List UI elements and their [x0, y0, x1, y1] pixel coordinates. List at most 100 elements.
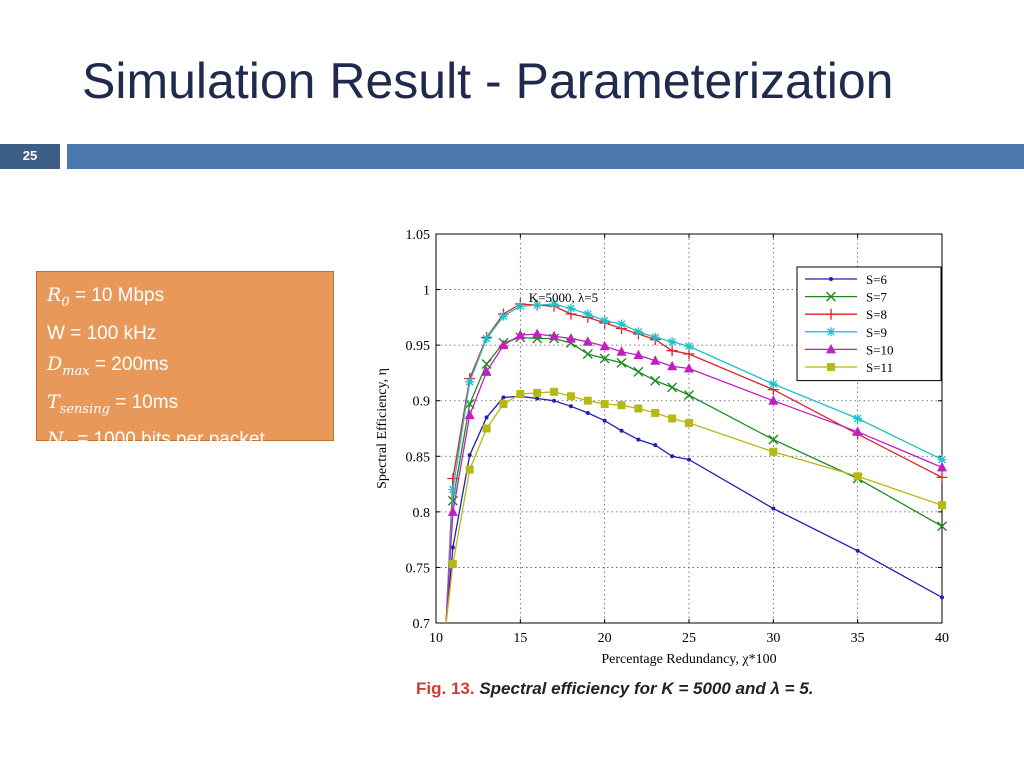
- data-point: [667, 360, 678, 371]
- data-point: [481, 366, 492, 376]
- data-point: [768, 434, 779, 445]
- data-point: [498, 311, 508, 321]
- data-point: [549, 330, 560, 341]
- data-point: [937, 455, 947, 465]
- data-point: [550, 387, 559, 396]
- data-point: [633, 366, 644, 377]
- data-point: [448, 485, 458, 495]
- data-point: [650, 355, 661, 365]
- data-point: [515, 329, 526, 340]
- data-point: [771, 506, 776, 511]
- parameters-box: R0 = 10 Mbps W = 100 kHz Dmax = 200ms Ts…: [36, 271, 334, 454]
- data-point: [667, 382, 678, 393]
- data-point: [549, 299, 559, 309]
- param-w: W = 100 kHz: [47, 322, 157, 344]
- param-dmax: Dmax = 200ms: [47, 349, 323, 387]
- data-point: [516, 390, 525, 399]
- data-point: [464, 409, 475, 420]
- data-point: [465, 377, 475, 387]
- param-tsensing: Tsensing = 10ms: [47, 387, 323, 425]
- param-r0-subscript: 0: [61, 294, 70, 310]
- data-point: [617, 319, 627, 329]
- x-tick-label: 30: [766, 631, 780, 646]
- legend-label: S=6: [866, 272, 888, 287]
- data-point: [619, 428, 624, 433]
- y-tick-label: 0.8: [413, 506, 431, 521]
- data-point: [582, 349, 593, 360]
- data-point: [684, 341, 694, 351]
- y-tick-label: 0.9: [413, 395, 431, 410]
- data-point: [582, 336, 593, 346]
- chart-legend: S=6 S=7 S=8 S=9 S=10 S=11: [796, 266, 942, 382]
- caption-label: Fig. 13.: [416, 679, 475, 698]
- data-point: [450, 545, 455, 550]
- data-point: [447, 506, 458, 516]
- data-point: [633, 327, 643, 337]
- data-point: [533, 388, 542, 397]
- data-point: [653, 443, 658, 448]
- data-point: [499, 400, 508, 409]
- data-point: [566, 303, 576, 313]
- data-point: [600, 400, 609, 409]
- y-tick-label: 1: [423, 284, 430, 299]
- data-point: [583, 309, 593, 319]
- y-axis-label: Spectral Efficiency, η: [375, 368, 390, 489]
- data-point: [602, 418, 607, 423]
- data-point: [447, 473, 459, 485]
- data-point: [467, 453, 472, 458]
- figure-caption: Fig. 13. Spectral efficiency for K = 500…: [416, 679, 814, 699]
- y-tick-label: 0.75: [406, 561, 431, 576]
- param-r0-symbol: R: [47, 284, 62, 306]
- data-point: [650, 375, 661, 386]
- data-point: [448, 560, 457, 569]
- param-nb-subscript: b: [63, 439, 72, 455]
- data-point: [667, 337, 677, 347]
- legend-box: [796, 266, 942, 382]
- spectral-efficiency-chart: 10 15 20 25 30 35 40 0.7 0.75 0.8 0.85 0.9 0.95 1 1.05…: [375, 228, 949, 667]
- data-point: [482, 333, 492, 343]
- series-s-6: [445, 394, 944, 624]
- y-tick-label: 1.05: [406, 228, 431, 243]
- data-point: [482, 424, 491, 433]
- data-point: [633, 349, 644, 360]
- x-tick-label: 40: [935, 631, 949, 646]
- data-point: [552, 398, 557, 403]
- header-bar: [67, 144, 1024, 169]
- legend-label: S=11: [866, 360, 893, 375]
- caption-text: Spectral efficiency for K = 5000 and λ =…: [479, 679, 814, 698]
- data-point: [636, 437, 641, 442]
- param-nb-value: = 1000 bits per packet: [71, 429, 265, 451]
- data-point: [583, 396, 592, 405]
- param-tsensing-symbol: T: [47, 390, 60, 413]
- data-point: [616, 346, 627, 356]
- data-point: [617, 401, 626, 410]
- param-dmax-value: = 200ms: [89, 353, 169, 375]
- data-point: [936, 471, 948, 483]
- data-point: [853, 472, 862, 481]
- x-tick-label: 15: [513, 631, 527, 646]
- legend-label: S=9: [866, 325, 887, 340]
- y-tick-label: 0.85: [406, 450, 431, 465]
- data-point: [565, 332, 576, 343]
- data-point: [515, 301, 525, 311]
- chart-annotation: K=5000, λ=5: [529, 290, 598, 305]
- data-point: [825, 308, 837, 320]
- data-point: [532, 328, 543, 339]
- data-point: [855, 548, 860, 553]
- data-point: [826, 343, 836, 354]
- legend-label: S=7: [866, 290, 888, 305]
- param-dmax-subscript: max: [62, 363, 90, 379]
- chart-series: [445, 298, 948, 624]
- x-tick-label: 20: [598, 631, 612, 646]
- data-point: [938, 501, 946, 510]
- data-point: [826, 291, 836, 302]
- param-r0: R0 = 10 Mbps: [47, 280, 323, 318]
- data-point: [829, 277, 833, 281]
- data-point: [532, 300, 542, 310]
- slide-number: 25: [0, 144, 60, 169]
- x-tick-label: 25: [682, 631, 696, 646]
- data-point: [684, 362, 694, 373]
- slide-title: Simulation Result - Parameterization: [82, 53, 894, 109]
- y-tick-label: 0.7: [413, 617, 431, 632]
- param-tsensing-value: = 10ms: [109, 391, 179, 413]
